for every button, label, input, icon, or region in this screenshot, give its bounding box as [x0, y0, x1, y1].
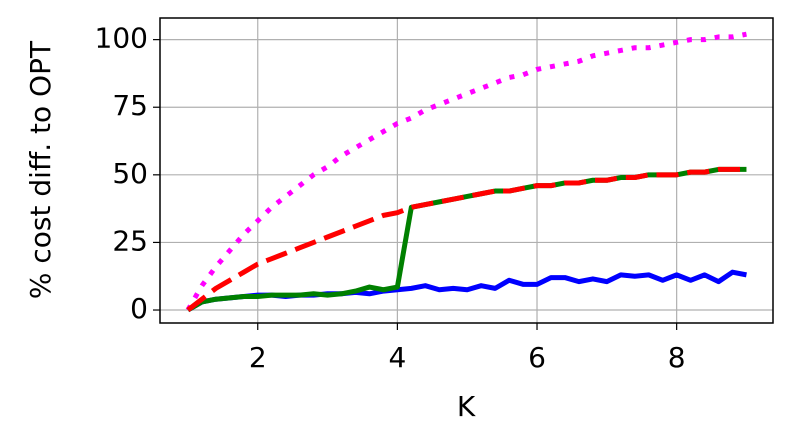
data-line — [186, 166, 747, 312]
y-tick-label: 0 — [130, 292, 148, 325]
y-tick-label: 25 — [112, 224, 148, 257]
x-tick-label: 6 — [528, 341, 546, 374]
data-line — [186, 269, 747, 313]
x-tick-label: 8 — [668, 341, 686, 374]
x-tick-label: 2 — [249, 341, 267, 374]
y-tick-label: 50 — [112, 157, 148, 190]
data-line — [186, 166, 747, 313]
plot-frame — [159, 17, 774, 324]
y-axis-label: % cost diff. to OPT — [24, 40, 57, 299]
x-axis-label: K — [457, 390, 476, 423]
x-tick-label: 4 — [388, 341, 406, 374]
y-tick-label: 75 — [112, 89, 148, 122]
data-line — [185, 31, 747, 312]
y-tick-label: 100 — [95, 22, 148, 55]
